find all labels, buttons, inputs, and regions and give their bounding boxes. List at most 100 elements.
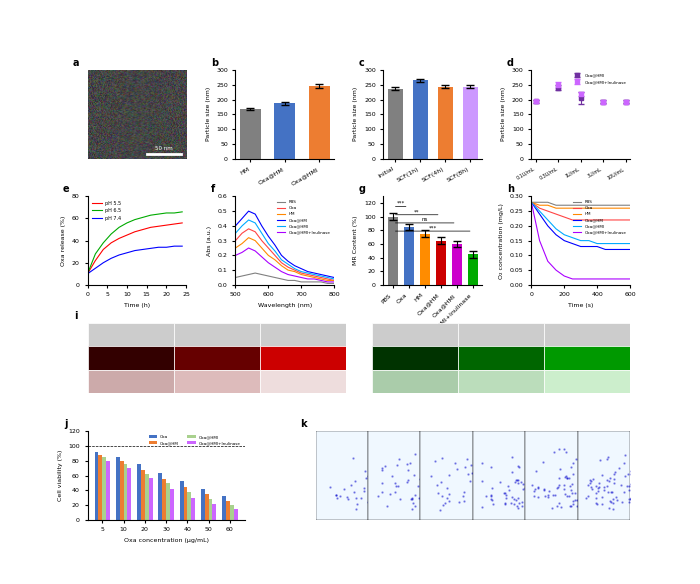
Point	[614, 447, 625, 456]
Point	[579, 456, 590, 465]
pH 6.5	[107, 231, 116, 238]
Bar	[174, 346, 260, 370]
Point	[634, 498, 645, 507]
Point	[682, 493, 694, 503]
Oxa@HMI	[577, 237, 585, 244]
Point	[620, 451, 631, 460]
Point	[610, 451, 621, 461]
Bar	[260, 346, 346, 370]
Point	[694, 496, 700, 506]
Point	[456, 479, 468, 488]
Point	[590, 483, 601, 492]
Point	[491, 490, 502, 499]
Point	[500, 474, 511, 484]
Point	[528, 486, 540, 495]
Oxa@HM	[610, 246, 618, 253]
Oxa	[244, 225, 253, 232]
Point	[489, 464, 500, 474]
Point	[608, 465, 620, 474]
Point	[604, 473, 615, 482]
Line: Oxa@HMI+Inulinase: Oxa@HMI+Inulinase	[531, 202, 630, 279]
Bar	[260, 323, 346, 346]
Point	[699, 492, 700, 502]
Point	[392, 481, 403, 491]
Oxa@HMI+Inulinase	[610, 276, 618, 283]
Point	[603, 503, 615, 512]
Point	[629, 483, 641, 492]
HM	[626, 204, 634, 211]
Point	[690, 494, 700, 503]
Oxa@HM	[323, 273, 332, 280]
Point	[559, 484, 570, 493]
Point	[603, 488, 614, 497]
Point	[556, 465, 568, 475]
PBS	[251, 270, 260, 277]
Point	[608, 464, 620, 473]
Oxa@HMI+Inulinase	[238, 249, 246, 256]
Point	[511, 475, 522, 485]
Point	[545, 479, 557, 489]
Point	[506, 453, 517, 462]
Line: Oxa: Oxa	[531, 202, 630, 220]
Oxa@HM	[330, 274, 338, 281]
Y-axis label: Particle size (nm): Particle size (nm)	[501, 87, 506, 141]
Point	[643, 493, 655, 502]
Point	[417, 484, 428, 493]
Oxa@HMI+Inulinase	[290, 273, 299, 280]
Point	[419, 491, 430, 500]
Point	[382, 479, 393, 489]
Oxa@HMI	[271, 248, 279, 255]
HM	[584, 204, 593, 211]
Oxa	[617, 217, 626, 224]
Point	[594, 500, 606, 509]
pH 7.4	[131, 247, 139, 254]
Oxa@HMI	[323, 274, 332, 281]
Point	[459, 462, 470, 471]
Point	[517, 488, 528, 498]
Point	[657, 481, 668, 491]
Point	[623, 498, 634, 507]
Point	[385, 488, 396, 497]
Point	[539, 491, 550, 500]
Point	[580, 506, 591, 515]
Point	[537, 463, 548, 472]
Point	[480, 460, 491, 469]
Point	[580, 492, 591, 501]
Point	[527, 503, 538, 512]
Bar	[106, 461, 110, 520]
HM	[244, 234, 253, 241]
Oxa@HM	[560, 237, 568, 244]
Point	[542, 490, 554, 499]
HM	[277, 262, 286, 269]
Point	[531, 461, 542, 471]
Point	[661, 480, 672, 489]
Point	[556, 487, 568, 496]
Point	[342, 492, 353, 502]
PBS	[231, 274, 239, 281]
Point	[694, 479, 700, 488]
Point	[434, 505, 445, 514]
Point	[539, 495, 550, 504]
HM	[568, 204, 577, 211]
Point	[629, 498, 641, 507]
Point	[610, 471, 621, 480]
Point	[536, 475, 547, 485]
Point	[430, 473, 441, 482]
Point	[485, 463, 496, 472]
Bar	[458, 323, 544, 346]
PBS	[264, 273, 272, 280]
Oxa	[277, 259, 286, 266]
Point	[440, 499, 451, 508]
Point	[538, 458, 549, 467]
Point	[414, 474, 425, 483]
Point	[343, 495, 354, 504]
Point	[522, 493, 533, 503]
Point	[603, 488, 614, 497]
Point	[617, 488, 629, 498]
Point	[427, 496, 438, 506]
Oxa@HMI	[536, 208, 544, 215]
Oxa@HMI	[568, 234, 577, 241]
Oxa@HM	[304, 268, 312, 275]
Point	[394, 494, 405, 503]
Point	[589, 475, 601, 484]
